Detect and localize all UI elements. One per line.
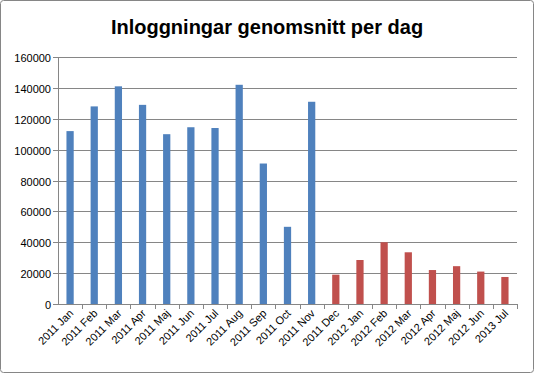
bar [356, 260, 363, 304]
x-tick [396, 304, 397, 309]
x-tick [82, 304, 83, 309]
x-tick [469, 304, 470, 309]
bar [308, 102, 315, 304]
y-tick-label: 40000 [20, 237, 51, 249]
bar [453, 266, 460, 304]
bar [429, 270, 436, 304]
bar [139, 105, 146, 304]
y-axis [58, 57, 59, 304]
y-tick [53, 88, 58, 89]
title: Inloggningar genomsnitt per dag [111, 16, 423, 38]
bar [260, 164, 267, 304]
grid-line [58, 88, 517, 89]
bar [211, 128, 218, 304]
x-tick [348, 304, 349, 309]
grid-line [58, 181, 517, 182]
y-tick [53, 57, 58, 58]
y-tick [53, 304, 58, 305]
y-tick-label: 120000 [14, 114, 51, 126]
x-axis [58, 304, 517, 305]
bar [91, 106, 98, 304]
y-tick-label: 160000 [14, 52, 51, 64]
bar [163, 134, 170, 304]
y-tick [53, 211, 58, 212]
bar [66, 131, 73, 304]
bar [405, 252, 412, 304]
bars [66, 85, 508, 304]
grid-line [58, 211, 517, 212]
y-tick-label: 20000 [20, 268, 51, 280]
bar [381, 242, 388, 304]
y-tick [53, 181, 58, 182]
x-tick [324, 304, 325, 309]
x-tick [517, 304, 518, 309]
x-tick [227, 304, 228, 309]
x-tick [155, 304, 156, 309]
y-tick [53, 119, 58, 120]
x-tick [445, 304, 446, 309]
x-tick [203, 304, 204, 309]
x-tick [106, 304, 107, 309]
x-tick [300, 304, 301, 309]
y-tick [53, 273, 58, 274]
x-tick [179, 304, 180, 309]
grid-line [58, 57, 517, 58]
chart: Inloggningar genomsnitt per dag 0 20000 400… [0, 0, 534, 373]
bar [501, 277, 508, 304]
bar [236, 85, 243, 304]
y-tick [53, 150, 58, 151]
grid-line [58, 119, 517, 120]
x-tick-label: 2013 Jul [472, 307, 510, 345]
x-tick [372, 304, 373, 309]
bar [284, 227, 291, 304]
grid-line [58, 150, 517, 151]
bar [332, 275, 339, 304]
x-tick [251, 304, 252, 309]
y-tick-label: 60000 [20, 206, 51, 218]
y-tick-label: 0 [45, 299, 51, 311]
y-tick-label: 80000 [20, 176, 51, 188]
x-tick [493, 304, 494, 309]
grid-line [58, 304, 517, 305]
x-tick [275, 304, 276, 309]
x-tick [130, 304, 131, 309]
chart-border [1, 1, 534, 373]
y-tick [53, 242, 58, 243]
bar [477, 272, 484, 304]
bar [115, 86, 122, 304]
y-tick-label: 100000 [14, 145, 51, 157]
x-tick [420, 304, 421, 309]
bar [187, 127, 194, 304]
y-tick-label: 140000 [14, 83, 51, 95]
